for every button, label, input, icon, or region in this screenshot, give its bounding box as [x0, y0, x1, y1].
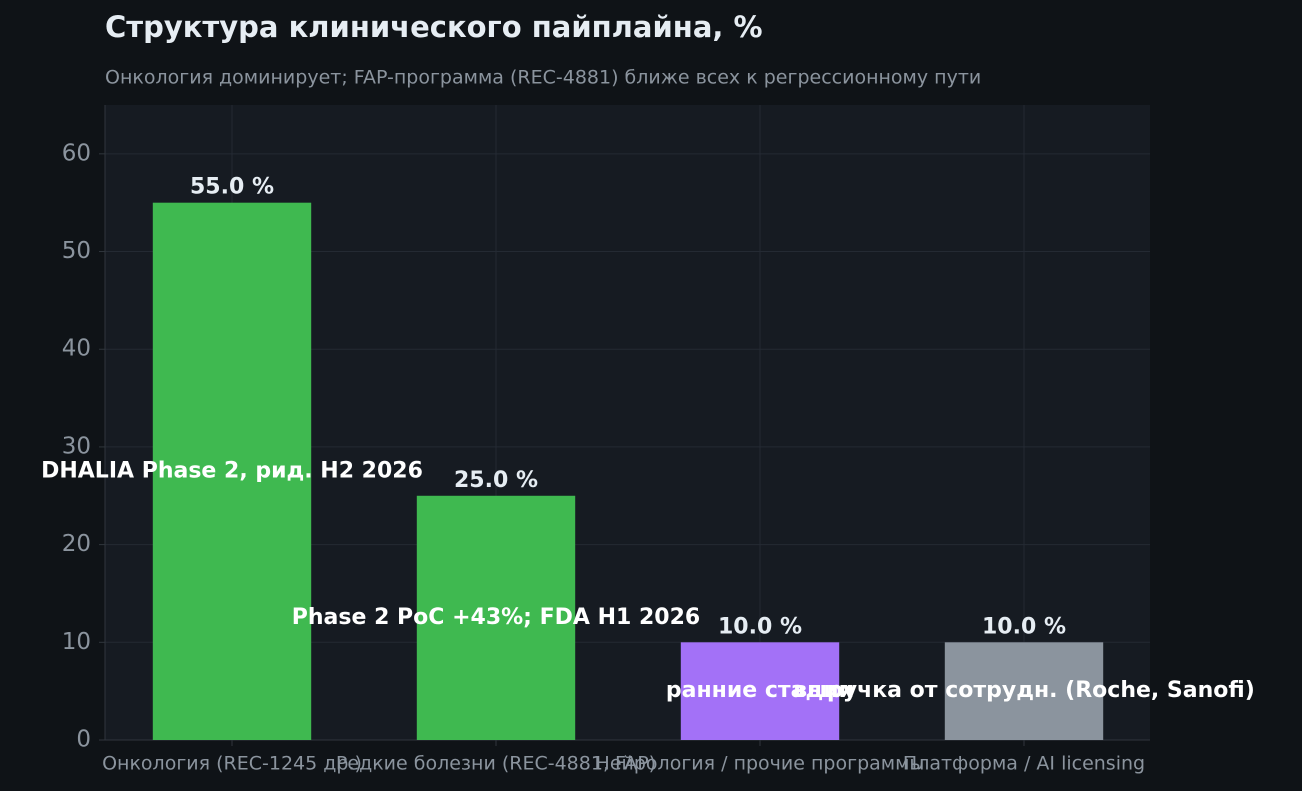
- bar-note: Phase 2 PoC +43%; FDA H1 2026: [292, 605, 700, 630]
- bar: [680, 642, 840, 740]
- bar-note: DHALIA Phase 2, рид. H2 2026: [41, 458, 423, 483]
- value-label: 25.0 %: [454, 468, 538, 493]
- bar-note: ранние стадии: [666, 678, 854, 703]
- bar-note: выручка от сотрудн. (Roche, Sanofi): [793, 678, 1255, 703]
- y-tick-label: 10: [62, 629, 91, 655]
- x-tick-label: Онкология (REC-1245 др.): [102, 753, 362, 775]
- bar: [944, 642, 1104, 740]
- y-tick-label: 20: [62, 531, 91, 557]
- chart-title: Структура клинического пайплайна, %: [105, 10, 763, 44]
- x-tick-label: Платформа / AI licensing: [903, 753, 1145, 775]
- value-label: 10.0 %: [982, 614, 1066, 639]
- x-tick-label: Нейрология / прочие программы: [596, 753, 925, 775]
- chart-subtitle: Онкология доминирует; FAP-программа (REC…: [105, 67, 981, 89]
- bar: [416, 495, 576, 740]
- y-tick-label: 0: [76, 727, 91, 753]
- value-label: 55.0 %: [190, 175, 274, 200]
- y-tick-label: 40: [62, 336, 91, 362]
- x-tick-label: Редкие болезни (REC-4881, FAP): [336, 753, 656, 775]
- y-tick-label: 50: [62, 238, 91, 264]
- bar: [152, 202, 312, 740]
- y-tick-label: 60: [62, 140, 91, 166]
- value-label: 10.0 %: [718, 614, 802, 639]
- y-tick-label: 30: [62, 433, 91, 459]
